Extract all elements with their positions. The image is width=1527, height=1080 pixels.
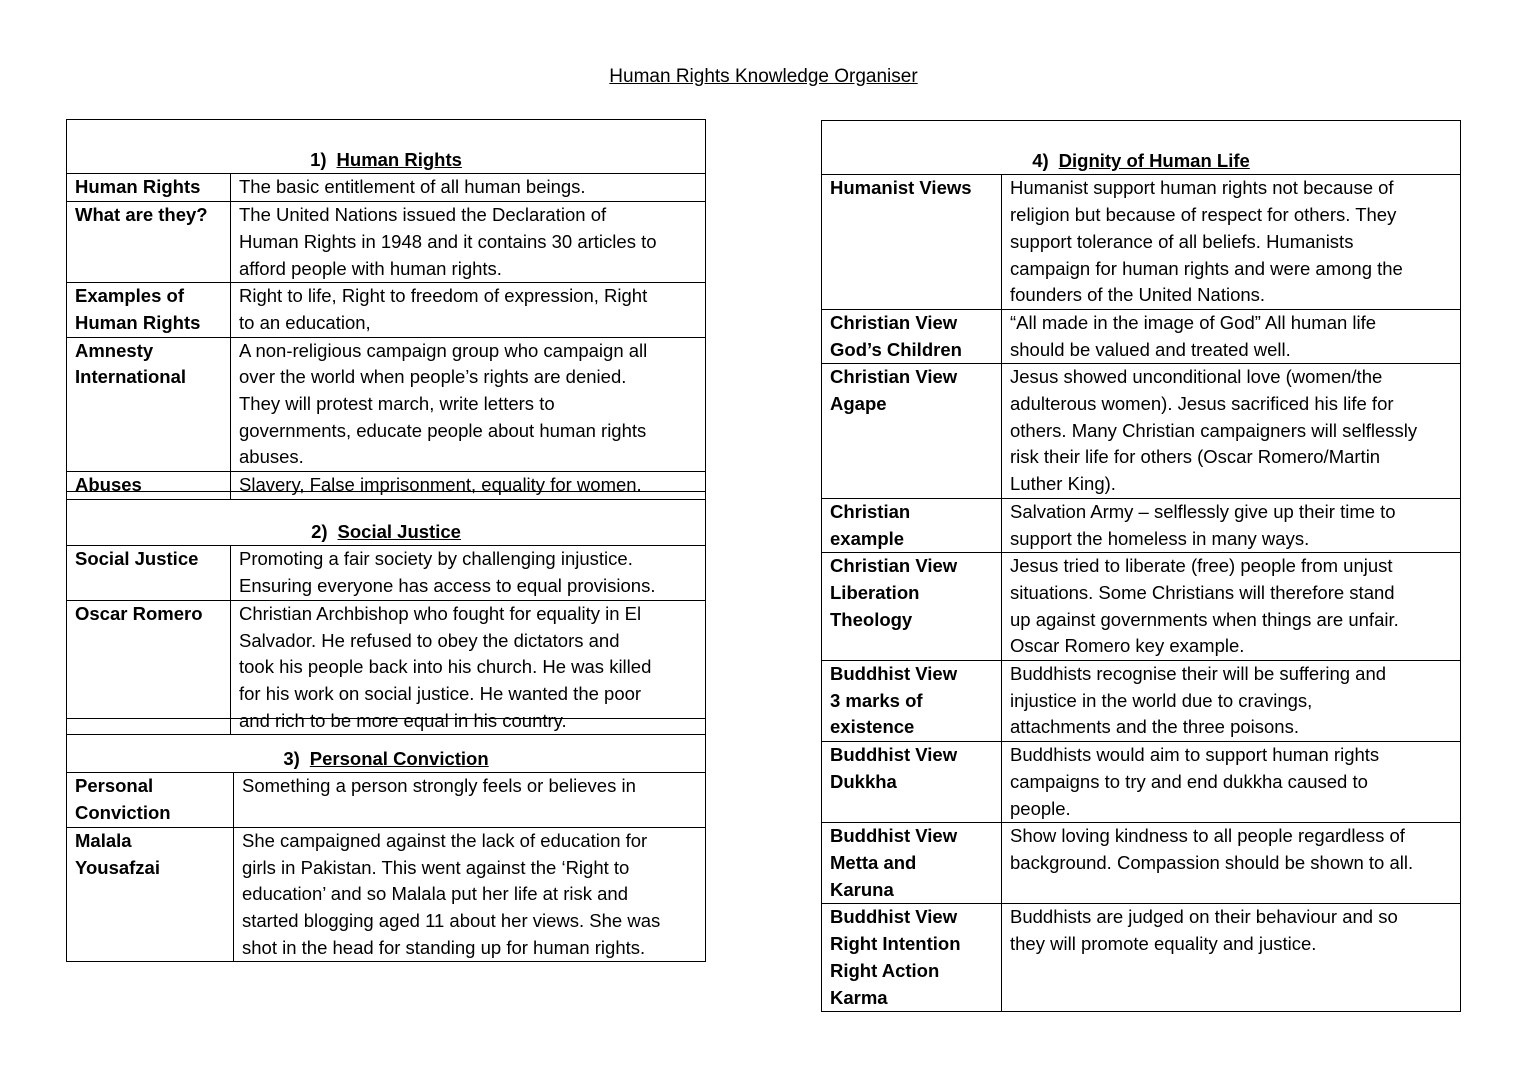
definition-cell: A non-religious campaign group who campa… <box>230 336 706 473</box>
section-header: 4) Dignity of Human Life <box>821 119 1461 176</box>
section-human-rights-table: 1) Human Rights Human Rights The basic en… <box>66 118 706 500</box>
term-cell: Christian View God’s Children <box>821 308 1002 365</box>
term-cell: Oscar Romero <box>66 599 231 736</box>
section-heading: Human Rights <box>336 148 462 170</box>
table-row: Amnesty International A non-religious ca… <box>66 336 706 473</box>
section-number: 4) <box>1032 149 1049 171</box>
definition-cell: Christian Archbishop who fought for equa… <box>230 599 706 736</box>
definition-cell: Jesus tried to liberate (free) people fr… <box>1001 552 1461 662</box>
section-heading: Social Justice <box>337 520 461 542</box>
term-cell: What are they? <box>66 201 231 284</box>
table-row: Christian View God’s Children “All made … <box>821 308 1461 365</box>
table-row: Social Justice Promoting a fair society … <box>66 545 706 601</box>
term-cell: Personal Conviction <box>66 772 234 828</box>
definition-cell: “All made in the image of God” All human… <box>1001 308 1461 365</box>
term-cell: Malala Yousafzai <box>66 826 234 963</box>
table-row: Buddhist View 3 marks of existence Buddh… <box>821 660 1461 743</box>
term-cell: Buddhist View Right Intention Right Acti… <box>821 903 1002 1013</box>
definition-cell: The basic entitlement of all human being… <box>230 173 706 203</box>
page-title: Human Rights Knowledge Organiser <box>609 66 918 87</box>
definition-cell: Buddhists recognise their will be suffer… <box>1001 660 1461 743</box>
section-header: 2) Social Justice <box>66 490 706 547</box>
table-row: Human Rights The basic entitlement of al… <box>66 173 706 203</box>
section-heading: Dignity of Human Life <box>1058 149 1250 171</box>
term-cell: Buddhist View Dukkha <box>821 741 1002 824</box>
definition-cell: Jesus showed unconditional love (women/t… <box>1001 363 1461 499</box>
table-row: Humanist Views Humanist support human ri… <box>821 174 1461 310</box>
table-row: Buddhist View Dukkha Buddhists would aim… <box>821 741 1461 824</box>
table-row: Examples of Human Rights Right to life, … <box>66 282 706 338</box>
section-number: 2) <box>311 520 328 542</box>
table-row: What are they? The United Nations issued… <box>66 201 706 284</box>
term-cell: Buddhist View Metta and Karuna <box>821 822 1002 905</box>
term-cell: Christian example <box>821 497 1002 554</box>
definition-cell: Right to life, Right to freedom of expre… <box>230 282 706 338</box>
table-row: Buddhist View Right Intention Right Acti… <box>821 903 1461 1013</box>
term-cell: Humanist Views <box>821 174 1002 310</box>
definition-cell: Humanist support human rights not becaus… <box>1001 174 1461 310</box>
section-number: 1) <box>310 148 327 170</box>
term-cell: Human Rights <box>66 173 231 203</box>
definition-cell: Show loving kindness to all people regar… <box>1001 822 1461 905</box>
table-row: Christian View Liberation Theology Jesus… <box>821 552 1461 662</box>
definition-cell: She campaigned against the lack of educa… <box>233 826 706 963</box>
term-cell: Christian View Agape <box>821 363 1002 499</box>
table-row: Oscar Romero Christian Archbishop who fo… <box>66 599 706 736</box>
section-social-justice-table: 2) Social Justice Social Justice Promotin… <box>66 490 706 736</box>
section-dignity-table: 4) Dignity of Human Life Humanist Views H… <box>821 119 1461 1013</box>
definition-cell: Buddhists would aim to support human rig… <box>1001 741 1461 824</box>
term-cell: Examples of Human Rights <box>66 282 231 338</box>
definition-cell: The United Nations issued the Declaratio… <box>230 201 706 284</box>
term-cell: Social Justice <box>66 545 231 601</box>
table-row: Malala Yousafzai She campaigned against … <box>66 826 706 963</box>
section-heading: Personal Conviction <box>309 747 489 769</box>
term-cell: Amnesty International <box>66 336 231 473</box>
definition-cell: Salvation Army – selflessly give up thei… <box>1001 497 1461 554</box>
definition-cell: Buddhists are judged on their behaviour … <box>1001 903 1461 1013</box>
section-number: 3) <box>283 747 300 769</box>
table-row: Buddhist View Metta and Karuna Show lovi… <box>821 822 1461 905</box>
section-header: 1) Human Rights <box>66 118 706 175</box>
section-header: 3) Personal Conviction <box>66 717 706 774</box>
table-row: Christian example Salvation Army – selfl… <box>821 497 1461 554</box>
definition-cell: Promoting a fair society by challenging … <box>230 545 706 601</box>
section-personal-conviction-table: 3) Personal Conviction Personal Convictio… <box>66 717 706 963</box>
table-row: Christian View Agape Jesus showed uncond… <box>821 363 1461 499</box>
term-cell: Buddhist View 3 marks of existence <box>821 660 1002 743</box>
definition-cell: Something a person strongly feels or bel… <box>233 772 706 828</box>
term-cell: Christian View Liberation Theology <box>821 552 1002 662</box>
table-row: Personal Conviction Something a person s… <box>66 772 706 828</box>
